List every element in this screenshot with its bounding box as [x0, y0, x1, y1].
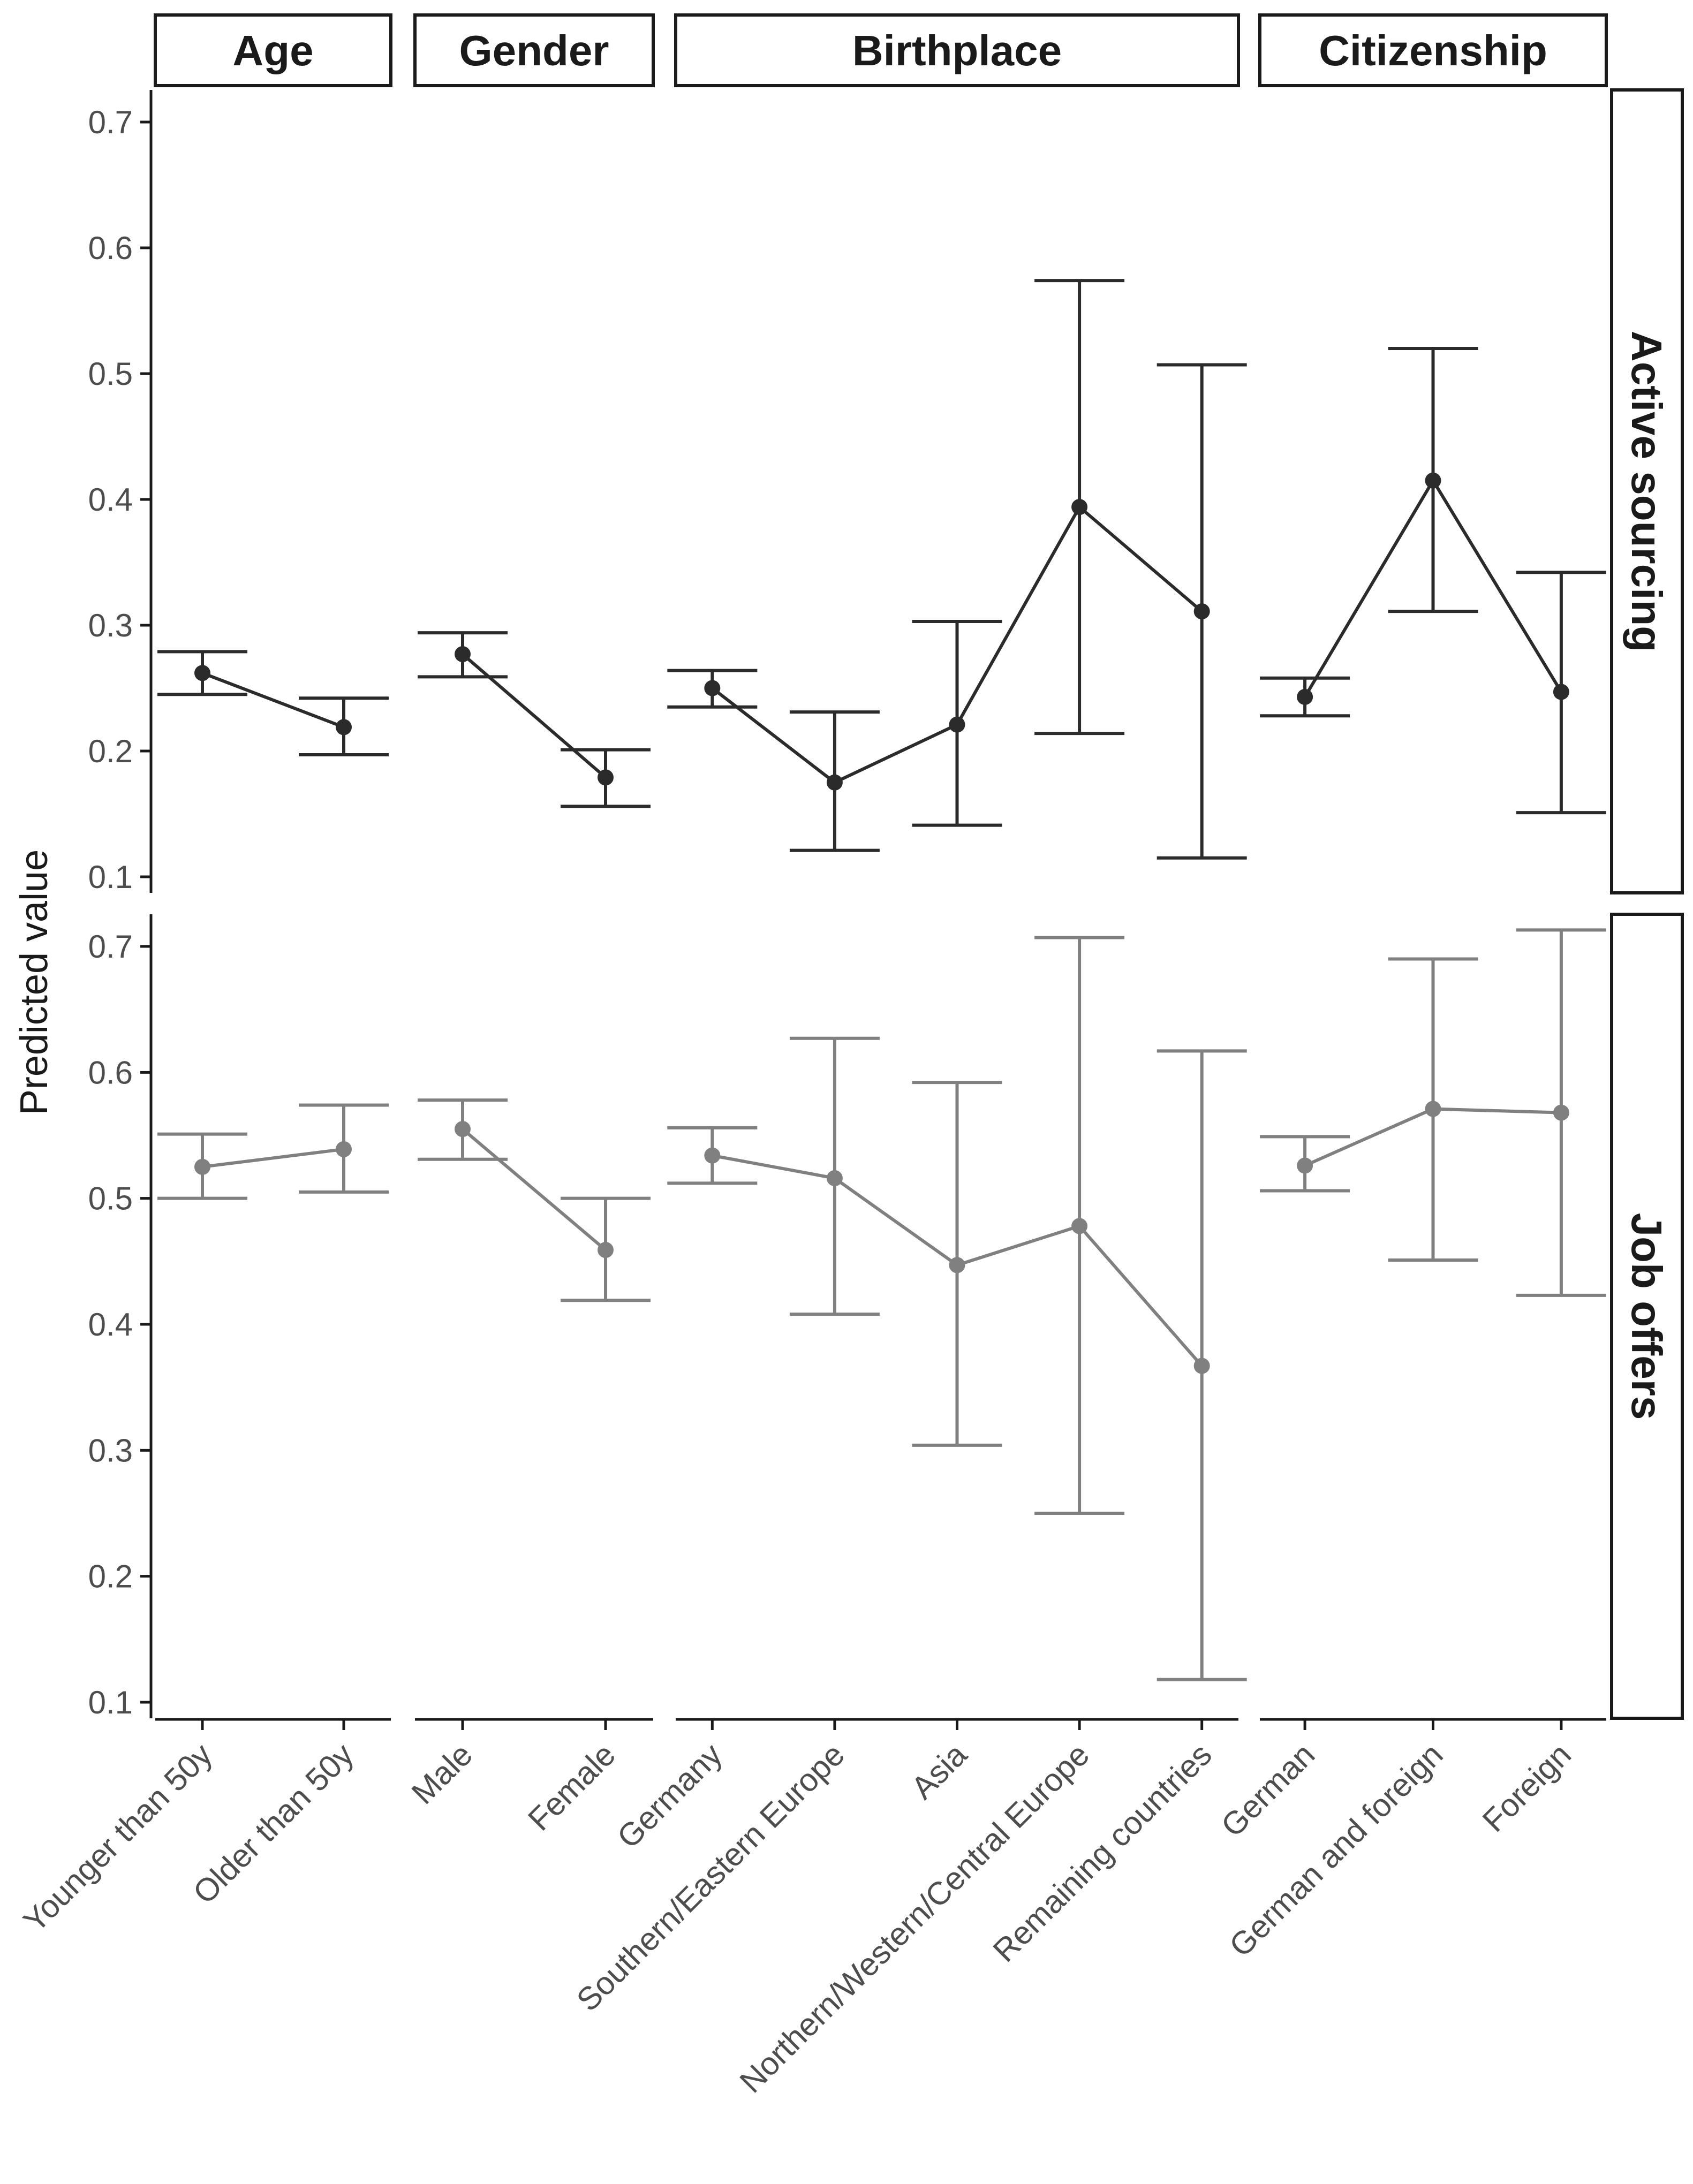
plot-marks [157, 279, 1606, 1681]
y-axes: 0.1 0.2 0.3 0.4 0.5 0.6 0.7 0.1 0.2 0.3 0.4 0.5 0.6 0… [88, 90, 153, 1720]
x-tick-label: Germany [610, 1736, 729, 1855]
y-tick-label: 0.1 [88, 1685, 133, 1720]
data-point [598, 1242, 614, 1258]
row-strip-1 [1610, 913, 1684, 1720]
data-point [1297, 688, 1313, 705]
row-strip-label-0: Active sourcing [1623, 331, 1671, 652]
strip-label-age: Age [232, 27, 313, 74]
y-tick-label: 0.6 [88, 230, 133, 266]
series-line [201, 671, 345, 729]
y-tick-label: 0.7 [88, 929, 133, 965]
data-point [336, 719, 352, 735]
row-strip-label-1: Job offers [1623, 1213, 1671, 1420]
data-point [1553, 1104, 1569, 1121]
y-tick-label: 0.5 [88, 1181, 133, 1217]
strip-label-gender: Gender [459, 27, 609, 74]
data-point [1071, 499, 1088, 515]
data-point [826, 774, 843, 791]
data-point [455, 1121, 471, 1138]
strip-label-birthplace: Birthplace [852, 27, 1062, 74]
x-tick-label: German [1214, 1736, 1322, 1844]
y-tick-label: 0.6 [88, 1055, 133, 1090]
row-strip-0 [1610, 88, 1684, 894]
series-line [462, 653, 607, 779]
y-tick-label: 0.5 [88, 356, 133, 392]
strip-citizenship [1258, 13, 1608, 87]
x-tick-label: Foreign [1476, 1736, 1578, 1839]
column-strips: Age Gender Birthplace Citizenship [154, 13, 1608, 87]
data-point [1193, 1358, 1210, 1374]
x-tick-label: Younger than 50y [17, 1736, 219, 1939]
y-tick-label: 0.3 [88, 608, 133, 643]
data-point [1297, 1157, 1313, 1174]
data-point [194, 1158, 210, 1175]
data-point [704, 680, 721, 696]
y-tick-label: 0.2 [88, 1559, 133, 1595]
y-tick-label: 0.3 [88, 1432, 133, 1468]
data-point [1193, 603, 1210, 620]
y-tick-label: 0.1 [88, 859, 133, 895]
y-tick-label: 0.4 [88, 1307, 133, 1343]
data-point [1553, 684, 1569, 700]
data-point [949, 716, 965, 733]
x-tick-label: German and foreign [1222, 1736, 1450, 1964]
strip-birthplace [674, 13, 1240, 87]
strip-label-citizenship: Citizenship [1319, 27, 1547, 74]
y-tick-label: 0.2 [88, 733, 133, 769]
x-tick-label: Asia [904, 1736, 974, 1806]
data-point [1071, 1218, 1088, 1234]
data-point [704, 1147, 721, 1164]
strip-age [154, 13, 392, 87]
data-point [455, 646, 471, 663]
x-tick-label: Remaining countries [986, 1736, 1219, 1969]
data-point [1425, 472, 1441, 489]
x-tick-label: Female [521, 1736, 622, 1838]
data-point [336, 1141, 352, 1157]
data-point [1425, 1101, 1441, 1117]
row-strips: Active sourcing Job offers [1610, 88, 1684, 1720]
strip-gender [413, 13, 655, 87]
y-axis-title: Predicted value [13, 850, 56, 1115]
series-line [202, 1147, 344, 1169]
y-tick-label: 0.4 [88, 482, 133, 518]
data-point [949, 1257, 965, 1273]
data-point [826, 1170, 843, 1187]
series-line [462, 1127, 607, 1252]
y-tick-label: 0.7 [88, 104, 133, 140]
data-point [598, 769, 614, 786]
x-tick-label: Male [405, 1736, 479, 1811]
data-point [194, 665, 210, 681]
